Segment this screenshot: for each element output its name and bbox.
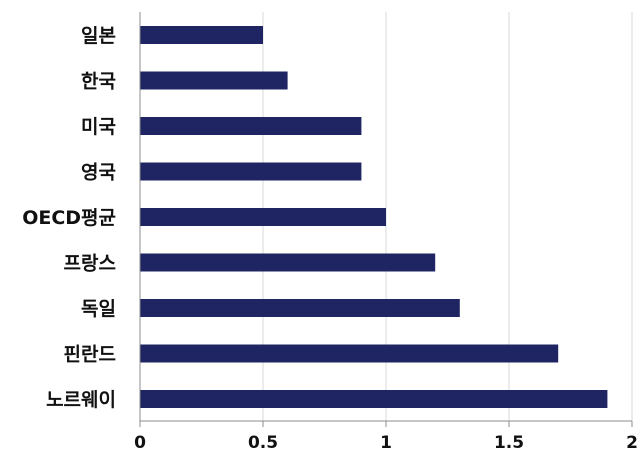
category-label: 노르웨이: [46, 389, 116, 411]
x-tick-labels: 0 0.5 1 1.5 2: [134, 433, 638, 453]
category-label: 독일: [81, 298, 116, 320]
x-tick-label: 2: [626, 433, 638, 453]
bar: [140, 117, 362, 135]
category-label: 프랑스: [64, 253, 116, 275]
bar: [140, 208, 386, 226]
x-tick-label: 1.5: [494, 433, 524, 453]
category-label: 핀란드: [64, 344, 116, 366]
bar: [140, 26, 263, 44]
category-label: 한국: [81, 71, 116, 93]
bar: [140, 71, 288, 90]
bar: [140, 162, 362, 181]
x-tick-label: 0: [134, 433, 146, 453]
axes: [139, 12, 633, 427]
category-label: 미국: [81, 116, 116, 138]
bars: [140, 26, 608, 408]
category-label: 일본: [81, 25, 116, 47]
x-tick-label: 1: [380, 433, 392, 453]
category-label: OECD평균: [22, 207, 116, 229]
bar: [140, 253, 436, 272]
category-label: 영국: [81, 162, 116, 184]
bar: [140, 299, 460, 317]
bar: [140, 390, 608, 408]
bar: [140, 344, 559, 363]
x-tick-label: 0.5: [248, 433, 278, 453]
